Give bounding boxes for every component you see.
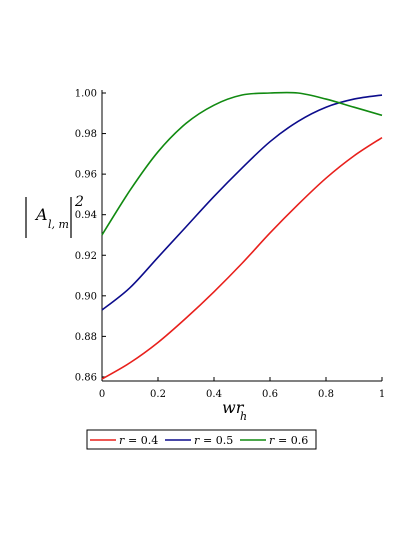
- legend: r = 0.4 r = 0.5 r = 0.6: [86, 429, 317, 450]
- legend-value-2: = 0.6: [278, 434, 308, 447]
- y-tick-label: 0.88: [75, 332, 97, 343]
- legend-item-1: r = 0.5: [165, 434, 233, 447]
- legend-var-2: r: [269, 434, 275, 447]
- series-line-2: [101, 91, 383, 236]
- y-tick-label: 0.86: [75, 372, 97, 383]
- legend-value-1: = 0.5: [203, 434, 233, 447]
- legend-value-0: = 0.4: [128, 434, 158, 447]
- y-tick-label: 0.98: [75, 129, 97, 140]
- x-tick-label: 1: [379, 389, 385, 400]
- x-tick-label: 0.4: [206, 389, 222, 400]
- x-label-sub: h: [240, 410, 247, 423]
- x-tick-label: 0.2: [150, 389, 166, 400]
- legend-var-1: r: [194, 434, 200, 447]
- x-tick-label: 0: [99, 389, 105, 400]
- x-label-main: wr: [222, 398, 245, 417]
- series-line-0: [101, 136, 383, 380]
- y-tick-label: 0.92: [75, 251, 97, 262]
- y-tick-label: 0.90: [75, 291, 97, 302]
- x-tick-label: 0.6: [262, 389, 278, 400]
- y-label-main: A: [34, 205, 48, 224]
- axes: 0.86 0.88 0.90 0.92 0.94 0.96 0.98 1.00 0 0.2 0.4 0…: [75, 89, 385, 401]
- series-group: [101, 91, 383, 380]
- x-tick-label: 0.8: [318, 389, 334, 400]
- y-label-power: 2: [74, 194, 84, 210]
- series-line-1: [101, 94, 383, 311]
- y-label-sub: l, m: [48, 218, 69, 231]
- y-axis-label: A l, m 2: [25, 194, 84, 238]
- y-tick-label: 0.96: [75, 170, 97, 181]
- legend-box: [86, 429, 317, 450]
- y-tick-label: 0.94: [75, 210, 97, 221]
- y-tick-label: 1.00: [75, 89, 97, 100]
- legend-var-0: r: [119, 434, 125, 447]
- x-axis-label: wr h: [222, 398, 247, 423]
- legend-item-0: r = 0.4: [90, 434, 158, 447]
- legend-item-2: r = 0.6: [240, 434, 308, 447]
